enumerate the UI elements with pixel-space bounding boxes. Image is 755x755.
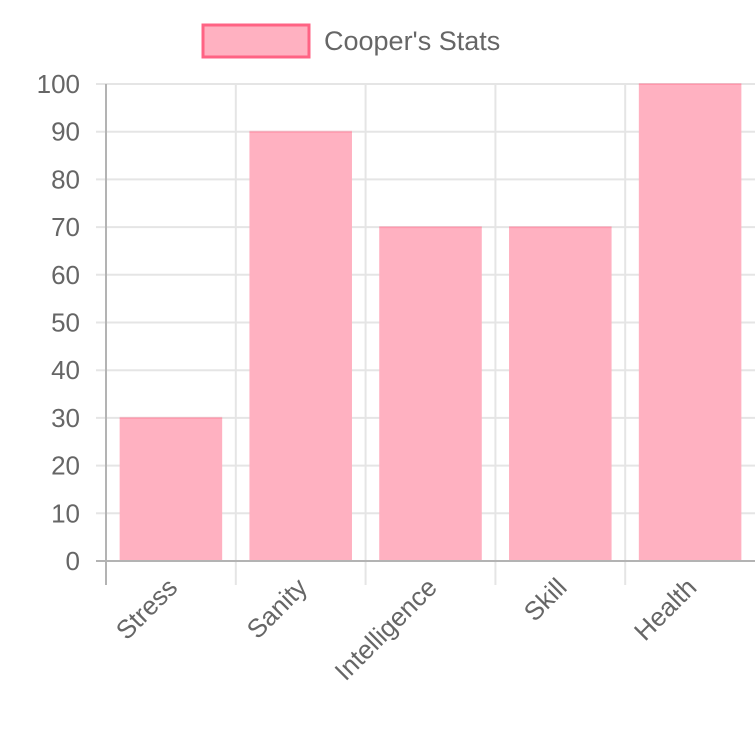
y-tick-label: 10 (51, 498, 80, 528)
x-axis-labels: Stress Sanity Intelligence Skill Health (110, 572, 703, 686)
y-tick-label: 0 (66, 546, 80, 576)
bar[interactable] (638, 84, 742, 561)
bar[interactable] (379, 227, 482, 561)
y-tick-label: 80 (51, 164, 80, 194)
bar[interactable] (249, 131, 352, 561)
y-tick-label: 60 (51, 260, 80, 290)
bar[interactable] (119, 417, 223, 561)
x-tick-label: Intelligence (329, 572, 443, 686)
y-axis-labels: 0 10 20 30 40 50 60 70 80 90 100 (37, 69, 80, 576)
legend[interactable]: Cooper's Stats (201, 23, 500, 59)
y-tick-label: 50 (51, 308, 80, 338)
bars (119, 83, 742, 561)
x-tick-label: Skill (518, 572, 573, 627)
legend-swatch (201, 23, 311, 59)
x-tick-label: Health (628, 572, 702, 646)
x-tick-label: Stress (110, 572, 183, 645)
bar[interactable] (509, 227, 612, 561)
y-tick-label: 40 (51, 355, 80, 385)
y-tick-label: 100 (37, 69, 80, 99)
y-tick-label: 20 (51, 451, 80, 481)
x-tick-label: Sanity (241, 572, 313, 644)
axes (96, 84, 755, 585)
legend-label: Cooper's Stats (324, 26, 500, 56)
y-tick-label: 30 (51, 403, 80, 433)
y-tick-label: 70 (51, 212, 80, 242)
y-tick-label: 90 (51, 117, 80, 147)
